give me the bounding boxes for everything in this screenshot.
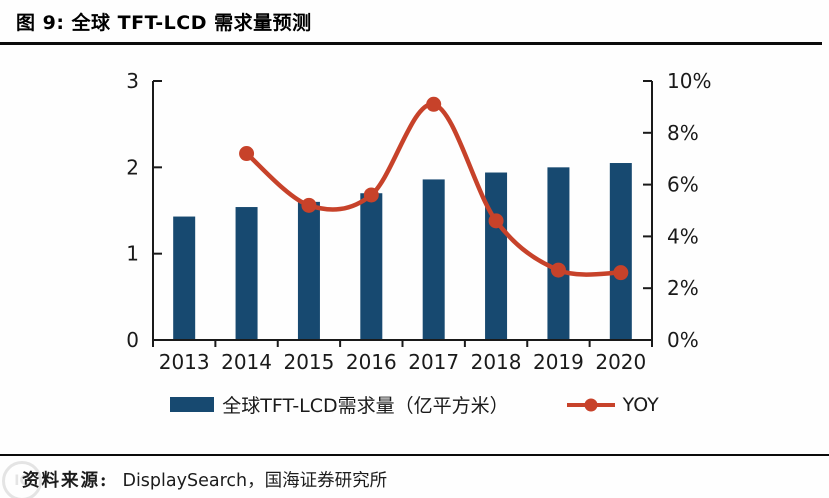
- yoy-marker: [301, 197, 317, 213]
- right-tick-label: 10%: [667, 69, 711, 93]
- x-tick-label: 2013: [159, 350, 210, 374]
- watermark-icon: IC: [2, 461, 42, 498]
- yoy-marker: [488, 213, 504, 229]
- right-tick-label: 2%: [667, 276, 699, 300]
- bar-2019: [547, 167, 570, 340]
- right-tick-label: 0%: [667, 328, 699, 352]
- figure-title: 图 9: 全球 TFT-LCD 需求量预测: [16, 12, 312, 34]
- yoy-series-swatch: [566, 398, 615, 411]
- x-tick-label: 2018: [471, 350, 522, 374]
- bar-2016: [360, 193, 383, 340]
- yoy-marker: [426, 96, 442, 112]
- x-tick-label: 2016: [346, 350, 397, 374]
- right-tick-label: 4%: [667, 224, 699, 248]
- bar-series-label: 全球TFT-LCD需求量（亿平方米）: [222, 395, 509, 417]
- yoy-marker: [550, 262, 566, 278]
- x-tick-label: 2017: [408, 350, 459, 374]
- source-text: DisplaySearch，国海证券研究所: [122, 471, 388, 491]
- yoy-marker: [613, 265, 629, 281]
- bar-2015: [297, 201, 320, 340]
- yoy-marker: [363, 187, 379, 203]
- bar-2018: [485, 172, 508, 340]
- source-row: 资料来源: DisplaySearch，国海证券研究所: [22, 467, 387, 492]
- bar-2020: [609, 163, 632, 340]
- bar-2017: [422, 179, 445, 340]
- right-tick-label: 6%: [667, 173, 699, 197]
- yoy-marker: [239, 146, 255, 162]
- left-tick-label: 1: [126, 242, 139, 266]
- x-tick-label: 2015: [283, 350, 334, 374]
- x-tick-label: 2014: [221, 350, 272, 374]
- left-tick-label: 0: [126, 328, 139, 352]
- left-tick-label: 3: [126, 69, 139, 93]
- yoy-series-label: YOY: [622, 393, 659, 416]
- legend-item-yoy: YOY: [566, 393, 659, 416]
- chart-area: 0 1 2 3 0% 2% 4% 6% 8% 10% 2013 2014 2015 2016 2017 201…: [0, 50, 829, 385]
- source-label: 资料来源:: [22, 471, 109, 491]
- yoy-marker-icon: [584, 398, 598, 411]
- bar-2013: [173, 216, 196, 340]
- bar-2014: [235, 207, 258, 340]
- bar-series-swatch: [170, 397, 215, 412]
- source-divider: [0, 454, 829, 456]
- right-tick-label: 8%: [667, 121, 699, 145]
- title-divider: [0, 42, 822, 45]
- left-tick-label: 2: [126, 155, 139, 179]
- legend-item-demand: 全球TFT-LCD需求量（亿平方米）: [170, 391, 509, 418]
- chart-legend: 全球TFT-LCD需求量（亿平方米） YOY: [0, 391, 829, 418]
- x-tick-label: 2020: [595, 350, 646, 374]
- bar-line-chart: 0 1 2 3 0% 2% 4% 6% 8% 10% 2013 2014 2015 2016 2017 201…: [126, 69, 711, 374]
- x-tick-label: 2019: [533, 350, 584, 374]
